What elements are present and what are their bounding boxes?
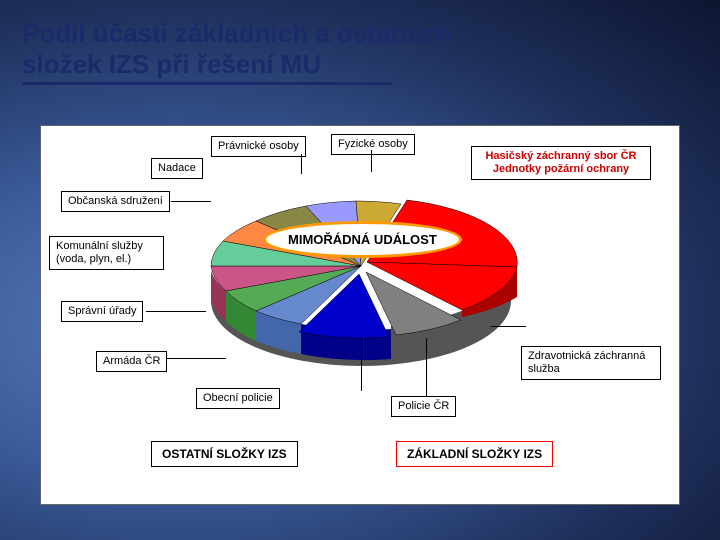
leader-9 xyxy=(491,326,526,327)
label-komunalni-l1: Komunální služby xyxy=(56,240,143,252)
label-pravnicke: Právnické osoby xyxy=(211,136,306,157)
label-komunalni-l2: (voda, plyn, el.) xyxy=(56,253,131,265)
label-obecni: Obecní policie xyxy=(196,388,280,409)
label-zdravotnicka: Zdravotnická záchranná služba xyxy=(521,346,661,380)
page-title-line1: Podíl účasti základních a ostatních xyxy=(22,18,698,49)
leader-4 xyxy=(146,311,206,312)
leader-7 xyxy=(361,336,362,391)
label-obcanska: Občanská sdružení xyxy=(61,191,170,212)
label-hasicsky-l2: Jednotky požární ochrany xyxy=(493,163,629,175)
leader-3 xyxy=(171,201,211,202)
label-komunalni: Komunální služby (voda, plyn, el.) xyxy=(49,236,164,270)
title-underline xyxy=(22,82,392,85)
label-armada: Armáda ČR xyxy=(96,351,167,372)
title-area: Podíl účasti základních a ostatních slož… xyxy=(0,0,720,93)
page-title-line2: složek IZS při řešení MU xyxy=(22,49,698,80)
label-fyzicke: Fyzické osoby xyxy=(331,134,415,155)
label-hasicsky-l1: Hasičský záchranný sbor ČR xyxy=(485,150,636,162)
label-hasicsky: Hasičský záchranný sbor ČR Jednotky požá… xyxy=(471,146,651,180)
label-zdrav-l2: služba xyxy=(528,363,560,375)
label-spravni: Správní úřady xyxy=(61,301,143,322)
label-zakladni-group: ZÁKLADNÍ SLOŽKY IZS xyxy=(396,441,553,467)
label-ostatni-group: OSTATNÍ SLOŽKY IZS xyxy=(151,441,298,467)
center-oval-label: MIMOŘÁDNÁ UDÁLOST xyxy=(263,221,462,258)
chart-container: MIMOŘÁDNÁ UDÁLOST Právnické osoby Fyzick… xyxy=(40,125,680,505)
leader-5 xyxy=(166,358,226,359)
label-policie: Policie ČR xyxy=(391,396,456,417)
label-nadace: Nadace xyxy=(151,158,203,179)
leader-1 xyxy=(301,154,302,174)
leader-2 xyxy=(371,150,372,172)
label-zdrav-l1: Zdravotnická záchranná xyxy=(528,350,645,362)
leader-8 xyxy=(426,338,427,396)
